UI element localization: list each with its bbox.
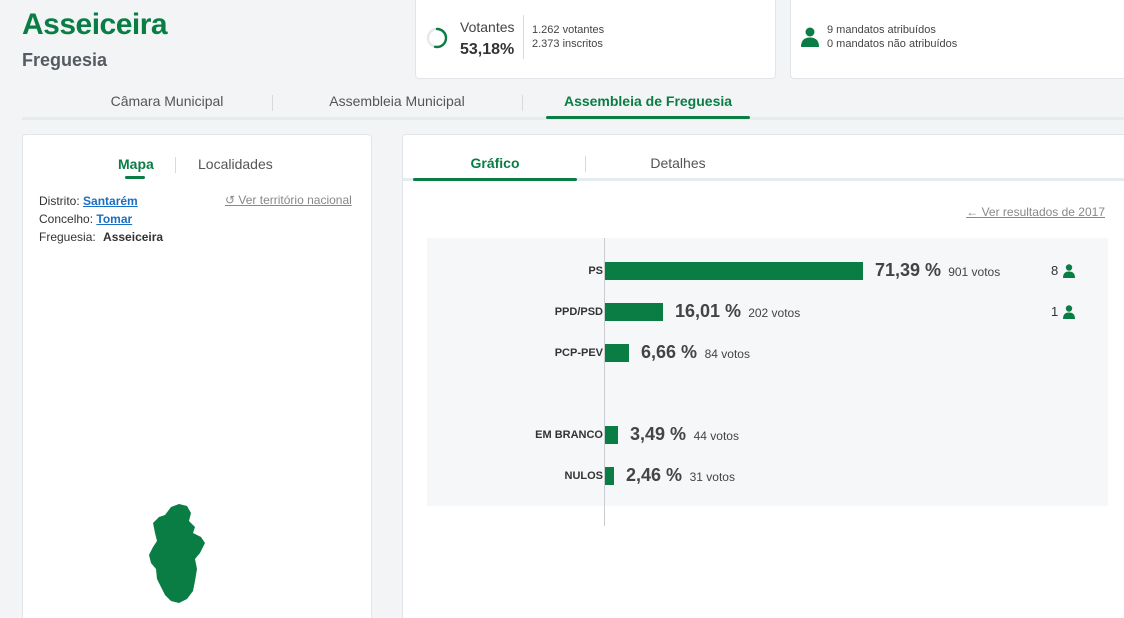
arrow-left-icon: ←: [966, 205, 979, 219]
tab-detalhes[interactable]: Detalhes: [650, 155, 706, 171]
tab-assembleia-freguesia[interactable]: Assembleia de Freguesia: [563, 93, 733, 109]
mandate-count: 8: [1051, 263, 1059, 278]
distrito-label: Distrito:: [39, 194, 80, 208]
tab-divider: [585, 156, 586, 172]
map-panel: Mapa Localidades Distrito: Santarém Conc…: [22, 134, 372, 618]
divider: [523, 15, 524, 59]
party-label: EM BRANCO: [535, 429, 603, 441]
ver-resultados-label: Ver resultados de 2017: [981, 205, 1105, 219]
person-icon: [1063, 305, 1075, 319]
concelho-link[interactable]: Tomar: [96, 212, 133, 226]
mandatos-card: 9 mandatos atribuídos 0 mandatos não atr…: [790, 0, 1124, 79]
result-bar[interactable]: [605, 426, 618, 444]
ver-territorio-nacional-link[interactable]: ↺ Ver território nacional: [225, 193, 352, 207]
results-panel: Gráfico Detalhes ← Ver resultados de 201…: [402, 134, 1124, 618]
votantes-card: Votantes 53,18% 1.262 votantes 2.373 ins…: [415, 0, 776, 79]
result-bar[interactable]: [605, 303, 663, 321]
tab-grafico[interactable]: Gráfico: [470, 155, 520, 171]
chart-axis: [604, 238, 605, 526]
tab-camara-municipal[interactable]: Câmara Municipal: [110, 93, 224, 109]
percentage-label: 3,49 %: [630, 424, 687, 444]
votantes-percentage: 53,18%: [460, 41, 515, 58]
tab-mapa[interactable]: Mapa: [118, 156, 154, 172]
person-icon: [801, 27, 819, 47]
votes-label: 31 votos: [689, 470, 735, 484]
distrito-row: Distrito: Santarém: [39, 194, 138, 208]
page-subtitle: Freguesia: [22, 50, 108, 70]
active-tab-indicator: [413, 178, 577, 181]
votes-label: 202 votos: [748, 306, 801, 320]
percentage-label: 6,66 %: [641, 342, 698, 362]
votantes-label: Votantes: [460, 19, 515, 35]
main-tabs: Câmara Municipal Assembleia Municipal As…: [22, 86, 1124, 120]
party-label: PS: [588, 265, 603, 277]
active-tab-indicator: [546, 116, 750, 119]
results-bar-chart: PS 71,39 % 901 votos 8 PPD/PSD 16,01 % 202 vot…: [427, 238, 1108, 526]
concelho-row: Concelho: Tomar: [39, 212, 132, 226]
result-bar[interactable]: [605, 467, 614, 485]
result-bar[interactable]: [605, 344, 629, 362]
mandate-count: 1: [1051, 304, 1059, 319]
tab-divider: [175, 157, 176, 173]
result-bar[interactable]: [605, 262, 863, 280]
distrito-link[interactable]: Santarém: [83, 194, 138, 208]
party-label: NULOS: [564, 470, 604, 482]
mandatos-atribuidos: 9 mandatos atribuídos: [827, 24, 936, 36]
page-title: Asseiceira: [22, 8, 168, 41]
mandatos-nao-atribuidos: 0 mandatos não atribuídos: [827, 38, 958, 50]
percentage-label: 71,39 %: [875, 260, 942, 280]
person-icon: [1063, 264, 1075, 278]
undo-icon: ↺: [225, 193, 236, 207]
votantes-count: 1.262 votantes: [532, 24, 605, 36]
tab-divider: [272, 95, 273, 111]
concelho-label: Concelho:: [39, 212, 94, 226]
votes-label: 84 votos: [704, 347, 750, 361]
progress-ring-icon: [426, 27, 448, 49]
results-tabs: Gráfico Detalhes: [403, 135, 1124, 181]
percentage-label: 2,46 %: [626, 465, 683, 485]
votes-label: 44 votos: [693, 429, 739, 443]
tab-localidades[interactable]: Localidades: [198, 156, 273, 172]
freguesia-row: Freguesia: Asseiceira: [39, 230, 163, 244]
freguesia-map-shape[interactable]: [143, 503, 223, 607]
ver-resultados-2017-link[interactable]: ← Ver resultados de 2017: [966, 205, 1105, 219]
tab-assembleia-municipal[interactable]: Assembleia Municipal: [329, 93, 465, 109]
inscritos-count: 2.373 inscritos: [532, 38, 603, 50]
tab-divider: [522, 95, 523, 111]
votes-label: 901 votos: [948, 265, 1001, 279]
percentage-label: 16,01 %: [675, 301, 742, 321]
freguesia-label: Freguesia:: [39, 230, 96, 244]
active-tab-indicator: [125, 176, 145, 179]
ver-territorio-nacional-label: Ver território nacional: [238, 193, 352, 207]
party-label: PCP-PEV: [554, 347, 603, 359]
party-label: PPD/PSD: [554, 306, 603, 318]
freguesia-value: Asseiceira: [103, 230, 164, 244]
